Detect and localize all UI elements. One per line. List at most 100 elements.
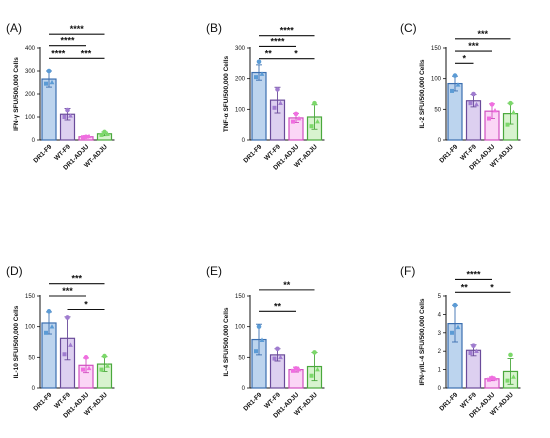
data-point [511, 374, 516, 379]
significance-label: *** [468, 41, 479, 51]
significance-label: **** [280, 26, 295, 36]
significance-label: **** [51, 48, 66, 58]
y-tick-label: 150 [235, 294, 246, 300]
data-point [272, 105, 277, 110]
data-point [492, 376, 498, 381]
data-point [474, 348, 479, 353]
significance-label: **** [270, 36, 285, 46]
y-tick-label: 0 [242, 138, 246, 144]
data-point [68, 342, 73, 347]
data-point [508, 100, 513, 106]
chart-panel: (C) IL-2 SFU/500,000 Cells 0 50 100 150 DR1-F9… [400, 21, 521, 172]
data-point [492, 107, 498, 113]
significance-label: *** [62, 286, 73, 296]
panel-label: (F) [400, 264, 415, 278]
y-tick-label: 100 [235, 107, 246, 113]
y-tick-label: 50 [28, 355, 35, 361]
y-tick-label: 100 [431, 77, 442, 83]
data-point [99, 132, 104, 137]
data-point [46, 68, 52, 74]
y-axis-label: TNF-α SFU/500,000 Cells [223, 55, 230, 132]
data-point [296, 115, 302, 121]
data-point [511, 109, 516, 115]
y-tick-label: 200 [25, 92, 36, 98]
data-point [65, 315, 70, 320]
significance-label: **** [70, 24, 85, 34]
significance-label: **** [60, 36, 75, 46]
significance-label: ** [274, 301, 282, 311]
y-tick-label: 400 [25, 46, 36, 52]
y-tick-label: 50 [434, 107, 441, 113]
data-point [487, 377, 491, 382]
data-point [471, 91, 476, 97]
chart-panel: (B) TNF-α SFU/500,000 Cells 0 100 200 300 DR1-… [206, 21, 325, 172]
data-point [105, 363, 110, 368]
y-tick-label: 100 [25, 115, 36, 121]
y-tick-label: 3 [438, 331, 442, 337]
panel-label: (D) [6, 264, 23, 278]
data-point [452, 302, 458, 308]
data-point [452, 73, 458, 78]
data-point [468, 101, 473, 106]
x-tick-label: DR1-F9 [32, 391, 53, 412]
y-tick-label: 0 [32, 386, 36, 392]
chart-panel: (D) IL-10 SFU/500,000 Cells 0 50 100 150 DR1-F… [6, 264, 115, 420]
data-point [315, 119, 320, 124]
y-tick-label: 100 [25, 325, 36, 331]
x-tick-label: DR1-F9 [242, 391, 263, 412]
y-tick-label: 300 [25, 69, 36, 75]
data-point [293, 111, 299, 117]
data-point [278, 354, 283, 360]
data-point [275, 346, 280, 352]
data-point [254, 349, 258, 354]
y-tick-label: 4 [438, 312, 442, 318]
x-tick-label: DR1-F9 [32, 143, 53, 164]
y-axis-label: IFN-γ SFU/500,000 Cells [13, 57, 20, 131]
y-axis-label: IL-10 SFU/500,000 Cells [13, 305, 20, 378]
y-tick-label: 0 [438, 138, 442, 144]
significance-label: * [462, 53, 466, 63]
y-tick-label: 150 [25, 294, 36, 300]
y-tick-label: 200 [235, 77, 246, 83]
data-point [86, 365, 92, 371]
data-point [508, 352, 513, 358]
significance-label: *** [71, 274, 82, 284]
significance-label: ** [461, 282, 469, 292]
data-point [291, 368, 295, 373]
y-tick-label: 0 [242, 386, 246, 392]
chart-panel: (A) IFN-γ SFU/500,000 Cells 0 100 200 300 400 D… [6, 21, 115, 172]
data-point [49, 79, 55, 85]
data-point [86, 133, 92, 139]
y-axis-label: IL-2 SFU/500,000 Cells [419, 59, 426, 128]
data-point [468, 351, 473, 356]
data-point [450, 330, 454, 335]
x-tick-label: DR1-F9 [438, 143, 459, 164]
significance-label: *** [81, 48, 92, 58]
data-point [62, 352, 67, 357]
data-point [81, 367, 85, 372]
data-point [49, 324, 55, 329]
data-point [455, 82, 461, 87]
significance-label: ** [265, 49, 273, 59]
significance-label: * [84, 299, 88, 309]
panel-label: (B) [206, 21, 222, 35]
data-point [309, 124, 314, 129]
y-tick-label: 50 [238, 355, 245, 361]
data-point [272, 356, 277, 361]
data-point [102, 353, 107, 359]
significance-label: *** [477, 29, 488, 39]
data-point [278, 100, 283, 105]
bar [251, 71, 267, 141]
panel-label: (C) [400, 21, 417, 35]
y-tick-label: 0 [438, 386, 442, 392]
y-tick-label: 150 [431, 46, 442, 52]
data-point [83, 355, 89, 360]
data-point [44, 330, 48, 335]
significance-label: * [294, 49, 298, 59]
data-point [68, 113, 73, 118]
data-point [312, 350, 317, 355]
data-point [256, 324, 262, 329]
significance-label: ** [283, 280, 291, 290]
bar [41, 78, 57, 141]
